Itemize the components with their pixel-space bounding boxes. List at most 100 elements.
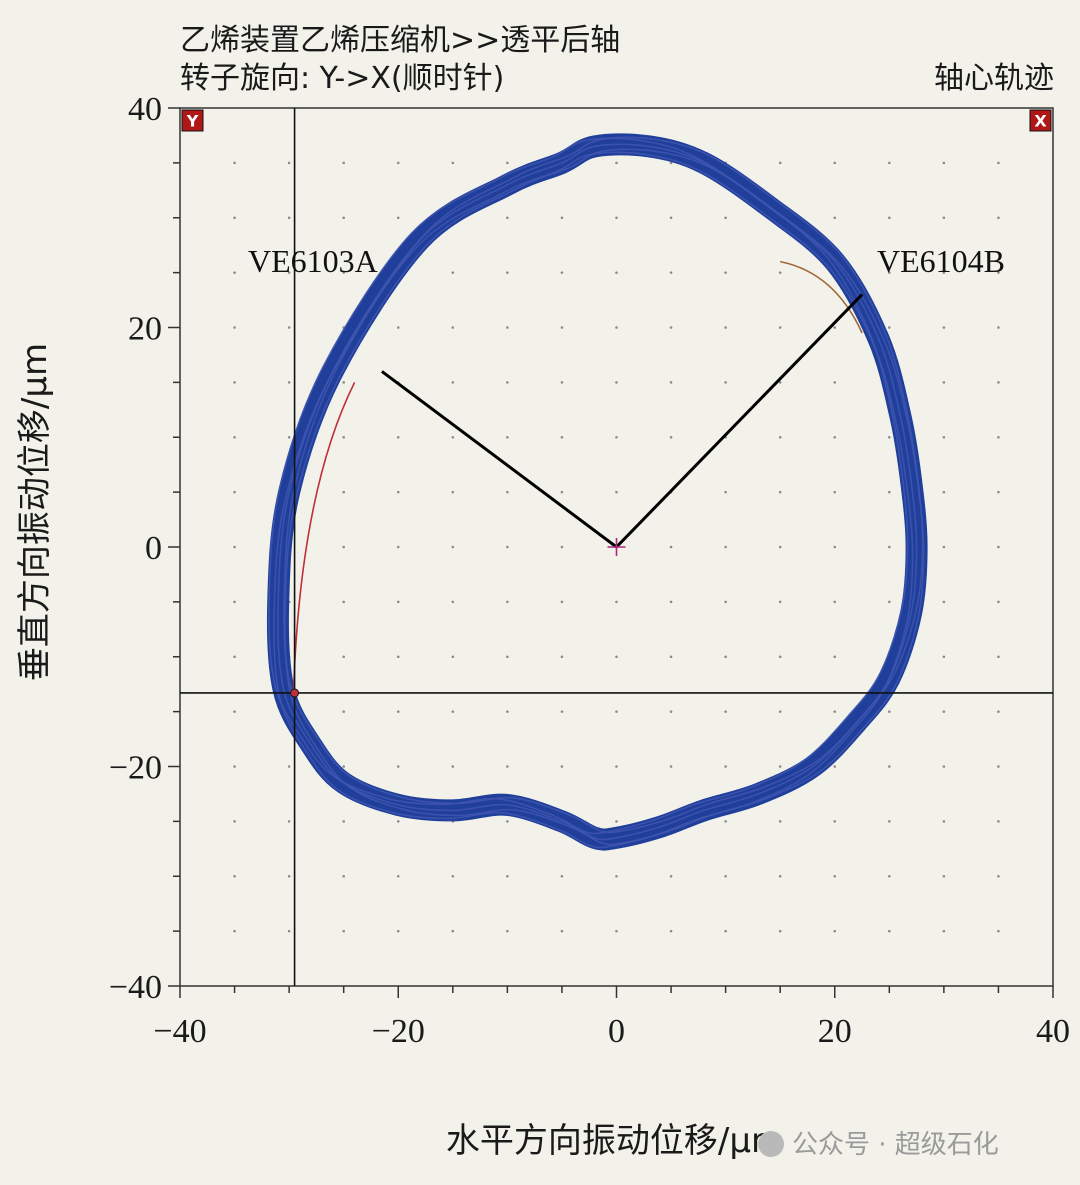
grid-dot [888, 326, 891, 329]
grid-dot [833, 765, 837, 768]
probe-layer: VE6103A VE6104B [248, 243, 1005, 556]
chart-title: 轴心轨迹 [934, 61, 1054, 96]
grid-dot [833, 381, 837, 384]
grid-dot [396, 545, 400, 549]
grid-dot [396, 655, 400, 659]
grid-dot [669, 435, 673, 439]
grid-dot [724, 216, 727, 220]
grid-dot [833, 216, 837, 220]
grid-dot [778, 874, 782, 878]
grid-dot [506, 216, 509, 220]
orbit-trace [277, 143, 918, 841]
grid-dot [560, 600, 564, 604]
grid-dot [560, 655, 564, 659]
grid-dot [233, 216, 236, 220]
x-tick-label: −40 [153, 1013, 206, 1050]
grid-dot [287, 874, 291, 878]
grid-dot [888, 490, 891, 494]
grid-dot [451, 874, 455, 878]
grid-dot [833, 820, 837, 823]
y-tick-label: 40 [128, 91, 162, 128]
grid-dot [506, 271, 509, 274]
grid-dot [451, 710, 455, 713]
grid-dot [888, 820, 891, 823]
red-trace [292, 382, 356, 693]
grid-dot [888, 545, 891, 549]
grid-dot [669, 929, 673, 933]
grid-dot [942, 490, 946, 494]
grid-dot [942, 216, 946, 220]
orbit-trace [273, 151, 914, 849]
grid-dot [942, 435, 946, 439]
grid-dot [724, 874, 727, 878]
grid-dot [778, 545, 782, 549]
x-axis-label: 水平方向振动位移/μm [446, 1121, 784, 1161]
grid-dot [778, 929, 782, 933]
corner-marker-box [181, 109, 204, 132]
grid-dot [724, 929, 727, 933]
grid-dot [451, 600, 455, 604]
grid-dot [560, 381, 564, 384]
grid-dot [997, 874, 1000, 878]
grid-dot [342, 435, 345, 439]
grid-dot [451, 161, 455, 165]
title-line-1: 乙烯装置乙烯压缩机>>透平后轴 [180, 23, 621, 58]
grid-dot [778, 381, 782, 384]
grid-dot [669, 326, 673, 329]
grid-dot [342, 381, 345, 384]
grid-dot [342, 710, 345, 713]
traces [292, 260, 863, 693]
grid-dot [669, 216, 673, 220]
grid-dot [396, 820, 400, 823]
grid-dot [615, 326, 618, 329]
grid-dot [560, 929, 564, 933]
grid-dot [506, 600, 509, 604]
grid-dot [342, 874, 345, 878]
grid-dot [888, 600, 891, 604]
grid-dot [560, 765, 564, 768]
grid-dot [233, 435, 236, 439]
grid-dot [833, 435, 837, 439]
grid-dot [833, 545, 837, 549]
grid-dot [778, 490, 782, 494]
grid-dot [342, 161, 345, 165]
grid-dot [506, 710, 509, 713]
grid-dot [669, 381, 673, 384]
grid-dot [942, 655, 946, 659]
cursor-point[interactable] [290, 688, 300, 698]
grid-dot [342, 216, 345, 220]
orbit-trace [268, 137, 909, 835]
grid-dot [396, 161, 400, 165]
grid-dot [942, 874, 946, 878]
grid-dot [778, 326, 782, 329]
watermark-text: 公众号 · 超级石化 [792, 1130, 999, 1160]
rotation-direction: 转子旋向: Y->X(顺时针) [180, 61, 505, 96]
grid-dot [233, 271, 236, 274]
cursor[interactable] [180, 108, 1053, 986]
grid-dot [615, 765, 618, 768]
grid-dot [615, 820, 618, 823]
grid-dot [888, 435, 891, 439]
grid-dot [506, 161, 509, 165]
grid-dot [451, 545, 455, 549]
watermark: 公众号 · 超级石化 [758, 1124, 999, 1161]
grid-dot [997, 545, 1000, 549]
grid-dot [287, 161, 291, 165]
grid-dot [942, 161, 946, 165]
grid-dot [287, 820, 291, 823]
wechat-icon [758, 1131, 784, 1157]
grid-dot [778, 710, 782, 713]
grid-dot [233, 765, 236, 768]
grid-dot [451, 765, 455, 768]
probe-label: VE6103A [248, 243, 378, 279]
grid-dot [833, 490, 837, 494]
tick-labels: −40 −20 0 20 40 −40 −20 0 20 40 [109, 91, 1070, 1050]
grid-dot [724, 271, 727, 274]
grid-dot [942, 820, 946, 823]
grid-dot [233, 381, 236, 384]
grid-dot [506, 545, 509, 549]
grid-dot [342, 820, 345, 823]
grid-dot [942, 381, 946, 384]
corner-marker-box [1029, 109, 1052, 132]
